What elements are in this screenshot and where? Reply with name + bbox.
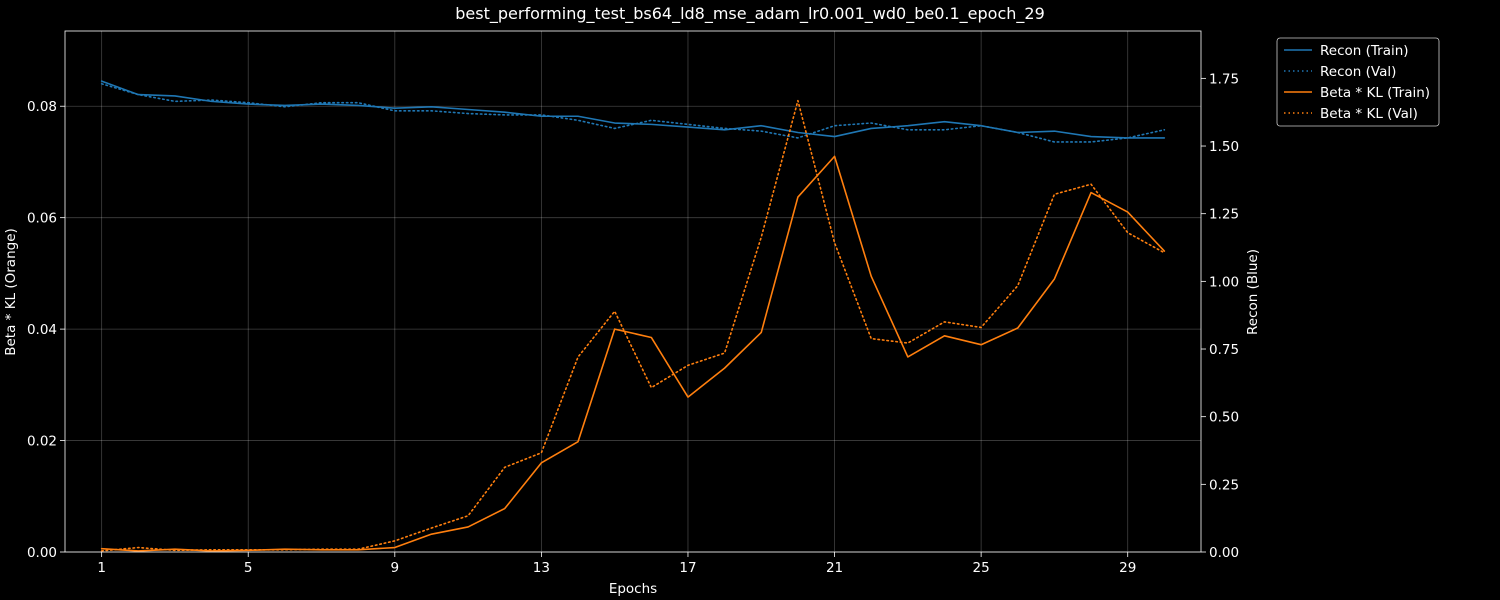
legend-box [1276,37,1440,127]
y-axis-label-left: Beta * KL (Orange) [3,228,19,356]
legend-label: Recon (Train) [1320,43,1409,59]
plot-frame [64,30,1202,553]
y-tick-label-left: 0.04 [27,322,57,338]
series-line-3 [100,99,1166,552]
y-tick-label-right: 0.75 [1209,342,1239,358]
axes: 1 5 9 13 17 21 25 29 0.00 0.02 0.04 0.06 0.08 0.00 0.2… [27,71,1239,576]
y-tick-label-right: 1.75 [1209,71,1239,87]
x-tick-label: 21 [826,560,843,576]
y-tick-label-left: 0.08 [27,99,57,115]
x-tick-label: 5 [244,560,253,576]
grid [65,31,1201,553]
y-tick-label-right: 0.50 [1209,410,1239,426]
series-line-2 [100,155,1166,552]
x-axis-label: Epochs [609,581,657,597]
legend-label: Beta * KL (Train) [1320,85,1430,101]
y-tick-label-left: 0.02 [27,434,57,450]
y-tick-label-right: 1.25 [1209,207,1239,223]
x-tick-label: 1 [97,560,106,576]
y-tick-label-right: 0.00 [1209,545,1239,561]
x-tick-label: 9 [391,560,400,576]
y-tick-label-right: 1.00 [1209,274,1239,290]
legend: Recon (Train) Recon (Val) Beta * KL (Train… [1276,37,1440,127]
x-tick-label: 29 [1119,560,1136,576]
series-layer [100,80,1166,552]
y-tick-label-left: 0.06 [27,211,57,227]
y-tick-label-right: 1.50 [1209,139,1239,155]
x-tick-label: 17 [679,560,696,576]
chart-title: best_performing_test_bs64_ld8_mse_adam_l… [455,4,1045,24]
legend-label: Recon (Val) [1320,64,1396,80]
y-axis-label-right: Recon (Blue) [1245,249,1261,335]
y-tick-label-left: 0.00 [27,545,57,561]
legend-label: Beta * KL (Val) [1320,106,1418,122]
x-tick-label: 13 [533,560,550,576]
series-line-1 [100,82,1166,143]
x-tick-label: 25 [973,560,990,576]
y-tick-label-right: 0.25 [1209,477,1239,493]
